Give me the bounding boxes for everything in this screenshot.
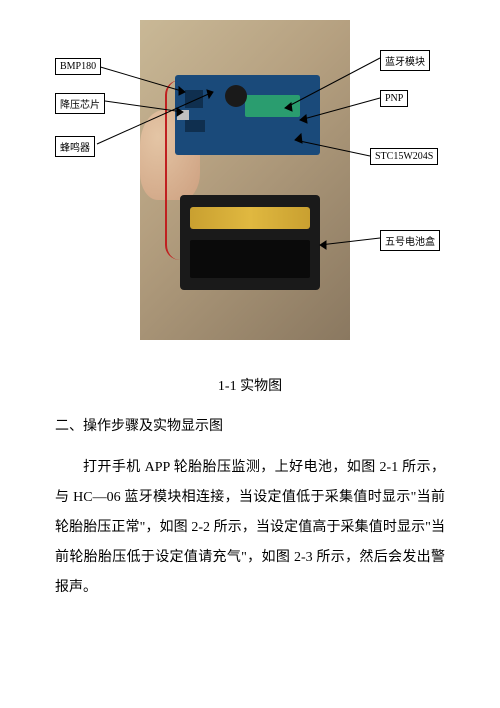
label-pnp: PNP (380, 90, 408, 107)
figure-annotated-photo: BMP180 降压芯片 蜂鸣器 蓝牙模块 PNP STC15W204S 五号电池… (55, 20, 445, 360)
label-buck-chip: 降压芯片 (55, 93, 105, 114)
label-stc: STC15W204S (370, 148, 438, 165)
label-bmp180: BMP180 (55, 58, 101, 75)
figure-caption: 1-1 实物图 (55, 375, 445, 395)
section-heading: 二、操作步骤及实物显示图 (55, 415, 445, 435)
document-page: BMP180 降压芯片 蜂鸣器 蓝牙模块 PNP STC15W204S 五号电池… (0, 0, 500, 623)
label-battery-box: 五号电池盒 (380, 230, 440, 251)
leader-lines (55, 20, 445, 360)
label-buzzer: 蜂鸣器 (55, 136, 95, 157)
body-paragraph: 打开手机 APP 轮胎胎压监测，上好电池，如图 2-1 所示，与 HC—06 蓝… (55, 453, 445, 603)
label-bluetooth: 蓝牙模块 (380, 50, 430, 71)
